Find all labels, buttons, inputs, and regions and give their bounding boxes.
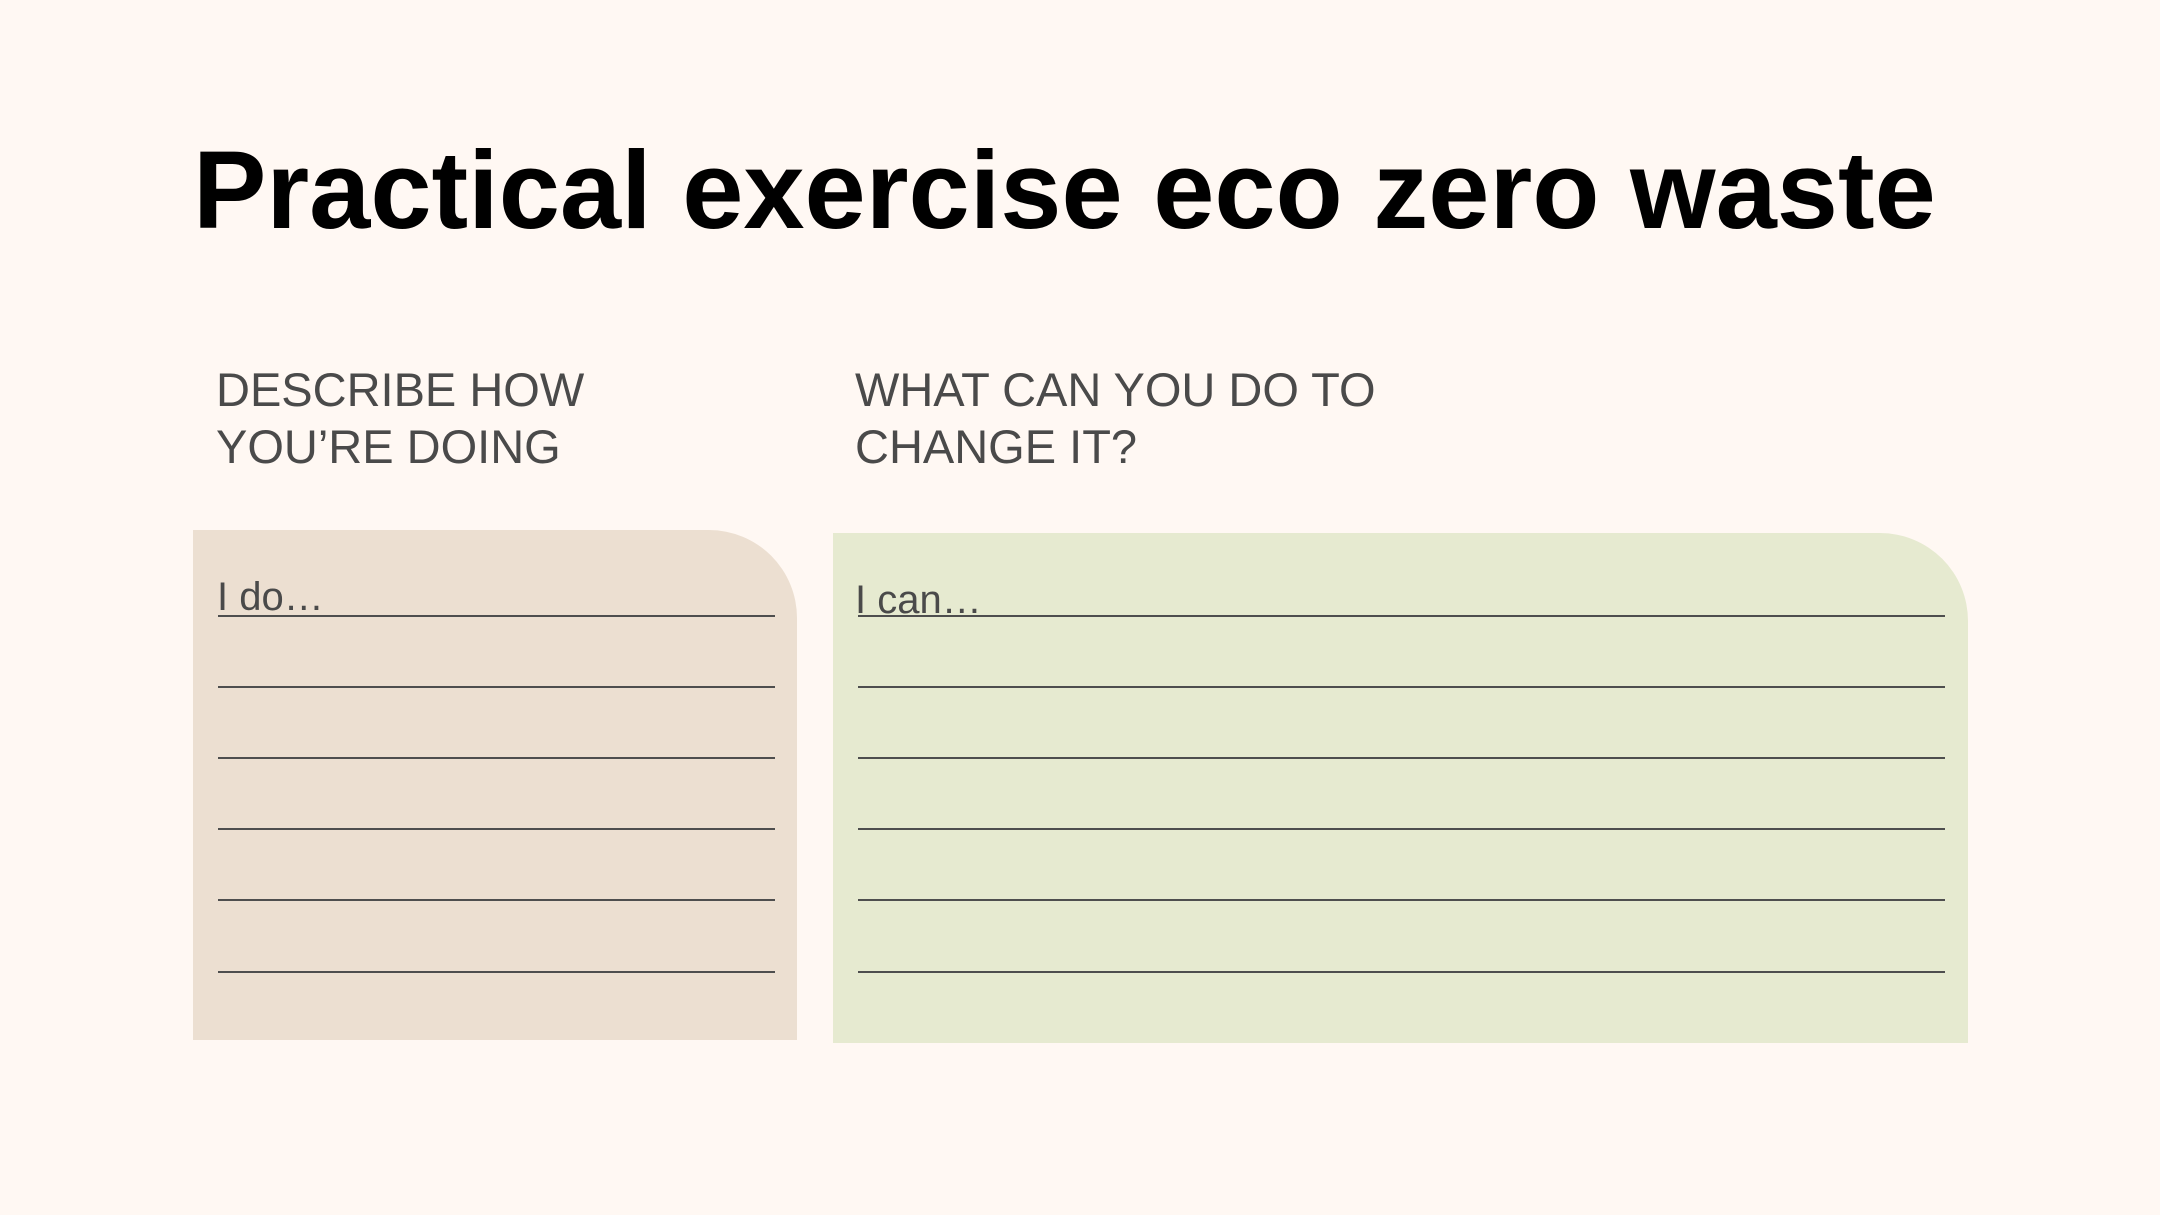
column-heading-line: CHANGE IT?: [855, 420, 1138, 473]
change-prefix: I can…: [855, 578, 982, 622]
writing-line[interactable]: [218, 615, 775, 617]
column-heading-change: WHAT CAN YOU DO TO CHANGE IT?: [855, 361, 1376, 475]
column-heading-line: DESCRIBE HOW: [216, 363, 585, 416]
column-heading-describe: DESCRIBE HOW YOU’RE DOING: [216, 361, 584, 475]
writing-line[interactable]: [218, 899, 775, 901]
writing-line[interactable]: [858, 971, 1945, 973]
writing-line[interactable]: [218, 828, 775, 830]
writing-line[interactable]: [858, 757, 1945, 759]
writing-line[interactable]: [858, 899, 1945, 901]
writing-line[interactable]: [218, 757, 775, 759]
writing-line[interactable]: [218, 686, 775, 688]
writing-line[interactable]: [858, 686, 1945, 688]
writing-line[interactable]: [218, 971, 775, 973]
column-heading-line: WHAT CAN YOU DO TO: [855, 363, 1376, 416]
change-card: I can…: [833, 533, 1968, 1043]
describe-card: I do…: [193, 530, 797, 1040]
slide-title: Practical exercise eco zero waste: [193, 129, 1936, 252]
column-heading-line: YOU’RE DOING: [216, 420, 561, 473]
writing-line[interactable]: [858, 828, 1945, 830]
describe-prefix: I do…: [217, 575, 324, 619]
writing-line[interactable]: [858, 615, 1945, 617]
